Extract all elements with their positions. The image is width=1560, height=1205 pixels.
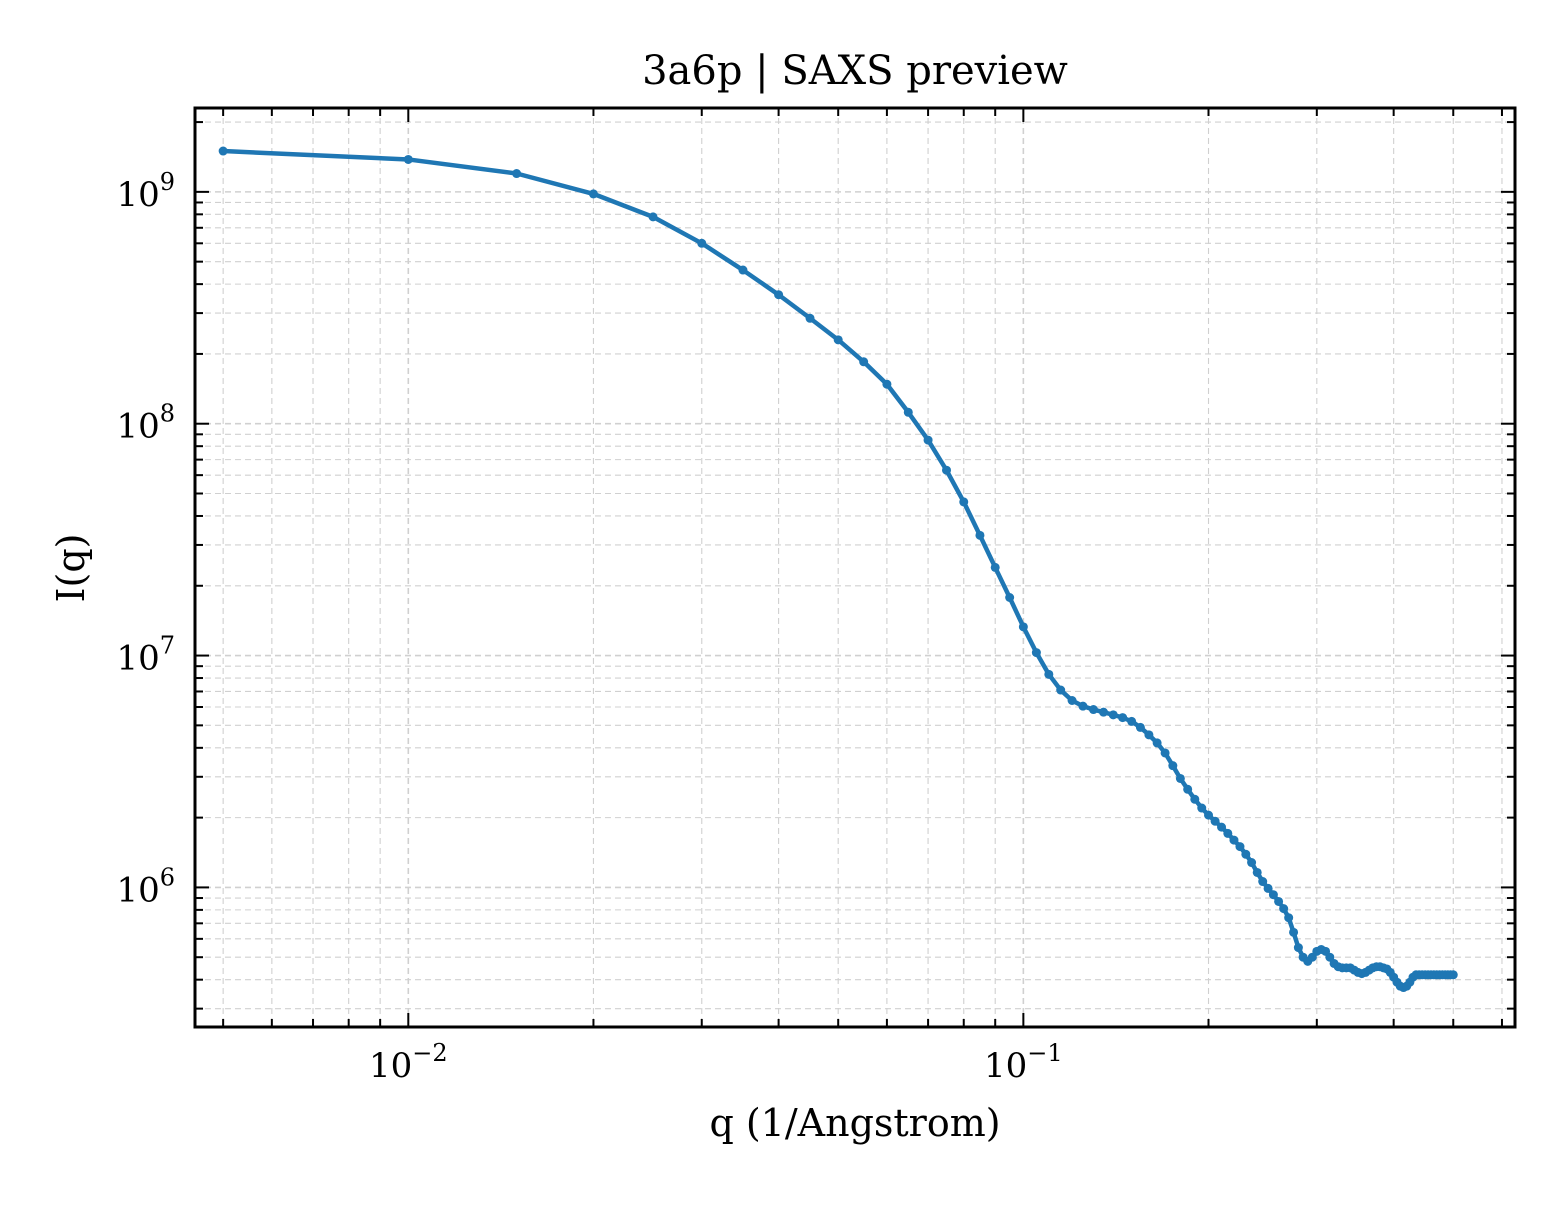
data-point [1018, 622, 1028, 632]
data-point [1135, 722, 1145, 732]
data-point [1217, 822, 1227, 832]
data-point [697, 238, 707, 248]
grid [195, 108, 1515, 1027]
y-tick-label: 109 [116, 168, 175, 215]
data-point [1031, 648, 1041, 658]
data-point [1289, 927, 1299, 937]
data-point [1078, 701, 1088, 711]
data-point [1263, 883, 1273, 893]
data-point [1274, 896, 1284, 906]
tick-labels: 10−2 10−1 106 107 108 109 [116, 168, 1062, 1086]
data-point [923, 435, 933, 445]
data-point [1144, 730, 1154, 740]
data-point [1127, 716, 1137, 726]
data-point [833, 335, 843, 345]
data-point [805, 313, 815, 323]
data-point [1241, 849, 1251, 859]
data-point [648, 212, 658, 222]
data-point [1099, 707, 1109, 717]
data-point [403, 154, 413, 164]
data-point [218, 146, 228, 156]
x-tick-label: 10−1 [984, 1039, 1063, 1086]
y-tick-label: 107 [116, 632, 175, 679]
data-point [1044, 669, 1054, 679]
y-tick-label: 106 [116, 863, 175, 910]
data-point [882, 379, 892, 389]
data-point [1118, 713, 1128, 723]
data-point [959, 497, 969, 507]
data-point [1088, 705, 1098, 715]
data-point [1247, 858, 1257, 868]
data-point [1223, 828, 1233, 838]
data-point [1190, 794, 1200, 804]
data-point [1258, 877, 1268, 887]
data-point [990, 562, 1000, 572]
data-point [774, 290, 784, 300]
data-point [1279, 904, 1289, 914]
data-point [1235, 842, 1245, 852]
data-point [1284, 913, 1294, 923]
data-point [942, 465, 952, 475]
plot-frame [193, 106, 1517, 1029]
data-point [1229, 835, 1239, 845]
data-point [1175, 773, 1185, 783]
data-point [1204, 810, 1214, 820]
data-point [975, 530, 985, 540]
data-point [1183, 784, 1193, 794]
data-point [512, 169, 522, 179]
chart-title: 3a6p | SAXS preview [642, 48, 1068, 94]
data-point [1210, 816, 1220, 826]
data-point [1160, 748, 1170, 758]
data-point [588, 189, 598, 199]
data-point [859, 357, 869, 367]
x-axis-label: q (1/Angstrom) [709, 1101, 1000, 1145]
data-point [1252, 867, 1262, 877]
y-axis-label: I(q) [49, 534, 93, 603]
series-line [218, 146, 1458, 993]
data-point [1067, 696, 1077, 705]
data-point [1056, 685, 1066, 695]
data-point [903, 407, 913, 417]
data-point [1268, 890, 1278, 900]
data-point [1168, 761, 1178, 771]
data-point [1005, 593, 1015, 602]
data-point [738, 265, 748, 275]
data-point [1108, 710, 1118, 720]
data-point [1448, 970, 1458, 980]
data-point [1197, 803, 1207, 813]
y-tick-label: 108 [116, 400, 175, 447]
x-tick-label: 10−2 [369, 1039, 448, 1086]
data-point [1152, 738, 1162, 748]
data-point [1293, 943, 1303, 953]
